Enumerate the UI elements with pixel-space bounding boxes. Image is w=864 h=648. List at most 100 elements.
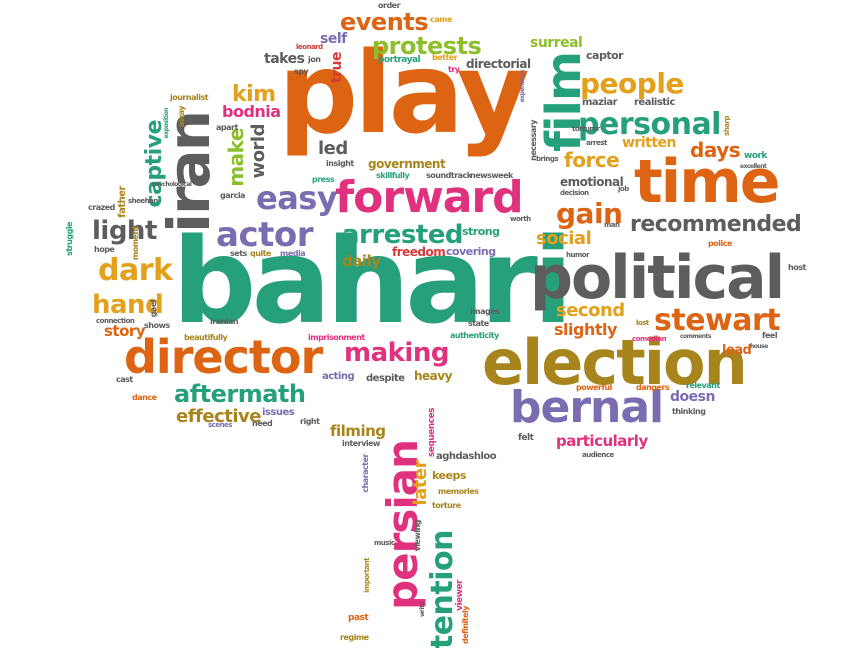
word-recommended: recommended xyxy=(630,212,802,237)
word-surreal: surreal xyxy=(530,35,583,51)
word-story: story xyxy=(104,322,146,340)
word-better: better xyxy=(432,53,458,62)
word-dangers: dangers xyxy=(636,383,670,392)
word-media: media xyxy=(280,249,306,258)
word-excellent: excellent xyxy=(740,163,767,170)
word-brings: brings xyxy=(536,155,559,163)
word-lead: lead xyxy=(722,343,752,358)
word-interview: interview xyxy=(342,439,380,448)
word-gain: gain xyxy=(556,197,623,230)
word-strong: strong xyxy=(462,225,500,238)
word-humor: humor xyxy=(566,251,590,259)
word-dance: dance xyxy=(132,393,157,402)
word-aftermath: aftermath xyxy=(174,380,306,408)
word-journalist: journalist xyxy=(170,93,209,102)
word-doesn: doesn xyxy=(670,389,715,405)
word-need: need xyxy=(252,419,273,428)
word-away: away xyxy=(177,106,186,128)
word-powerful: powerful xyxy=(576,383,612,392)
word-force: force xyxy=(564,148,620,172)
word-self: self xyxy=(320,31,347,47)
word-sequences: sequences xyxy=(427,408,437,458)
word-despite: despite xyxy=(366,373,405,384)
word-felt: felt xyxy=(518,433,534,443)
word-filming: filming xyxy=(330,422,386,440)
word-skillfully: skillfully xyxy=(376,171,410,180)
word-captor: captor xyxy=(586,49,624,62)
word-past: past xyxy=(348,613,369,623)
word-images: images xyxy=(470,307,500,316)
word-police: police xyxy=(708,239,732,248)
word-slightly: slightly xyxy=(554,320,617,339)
word-state: state xyxy=(468,319,489,328)
word-light: light xyxy=(92,216,157,246)
word-audience: audience xyxy=(582,451,614,459)
word-leonard: leonard xyxy=(296,43,323,51)
word-job: job xyxy=(618,185,629,193)
word-world: world xyxy=(248,124,269,179)
word-social: social xyxy=(536,228,592,249)
word-experience: experience xyxy=(519,70,526,103)
word-viewing: viewing xyxy=(413,520,422,552)
word-came: came xyxy=(430,15,452,24)
word-actor: actor xyxy=(216,215,313,255)
word-connection: connection xyxy=(96,317,135,325)
word-soundtrack: soundtrack xyxy=(426,171,472,180)
word-protests: protests xyxy=(372,32,482,60)
word-comments: comments xyxy=(680,333,711,340)
word-true: true xyxy=(329,52,345,84)
word-people: people xyxy=(580,67,684,100)
word-dark: dark xyxy=(98,253,173,288)
word-house: house xyxy=(750,343,768,350)
word-stewart: stewart xyxy=(654,303,781,338)
word-sets: sets xyxy=(230,249,247,258)
word-aghdashloo: aghdashloo xyxy=(436,451,497,462)
word-beautifully: beautifully xyxy=(184,333,228,342)
word-exposition: exposition xyxy=(163,108,170,139)
word-make: make xyxy=(224,128,248,187)
word-authenticity: authenticity xyxy=(450,331,499,340)
word-sharp: sharp xyxy=(723,116,731,136)
word-comedian: comedian xyxy=(632,335,667,343)
word-father: father xyxy=(117,186,128,218)
word-freedom: freedom xyxy=(392,245,446,259)
word-daily: daily xyxy=(342,252,381,270)
word-man: man xyxy=(604,221,620,229)
word-directorial: directorial xyxy=(466,57,531,71)
word-later: later xyxy=(410,460,431,506)
word-personal: personal xyxy=(578,107,721,142)
word-jon: jon xyxy=(308,55,321,64)
word-lost: lost xyxy=(636,319,649,327)
word-feel: feel xyxy=(762,331,778,340)
word-press: press xyxy=(312,175,335,184)
word-play: play xyxy=(278,29,530,159)
word-days: days xyxy=(690,138,741,162)
word-imprisonment: imprisonment xyxy=(308,333,365,342)
word-regime: regime xyxy=(340,633,369,642)
word-arrested: arrested xyxy=(342,220,463,250)
word-newsweek: newsweek xyxy=(470,171,513,180)
word-garcia: garcia xyxy=(220,191,245,200)
word-try: try xyxy=(448,65,460,74)
word-bodnia: bodnia xyxy=(222,102,281,121)
word-election: election xyxy=(482,326,748,399)
word-apart: apart xyxy=(216,123,238,132)
word-hope: hope xyxy=(94,245,115,254)
word-kim: kim xyxy=(232,82,276,107)
word-issues: issues xyxy=(262,407,295,418)
word-scenes: scenes xyxy=(208,421,232,429)
word-attention: attention xyxy=(425,530,460,648)
word-heavy: heavy xyxy=(414,369,452,383)
word-covering: covering xyxy=(446,245,496,258)
word-torturer: torturer xyxy=(572,125,600,133)
word-effective: effective xyxy=(176,406,261,427)
word-thinking: thinking xyxy=(672,407,706,416)
word-director: director xyxy=(124,330,323,384)
word-important: important xyxy=(363,558,371,593)
word-forward: forward xyxy=(335,172,524,223)
word-write: write xyxy=(419,602,426,617)
word-led: led xyxy=(318,138,348,159)
word-gael: gael xyxy=(149,300,158,318)
word-relevant: relevant xyxy=(686,381,720,390)
